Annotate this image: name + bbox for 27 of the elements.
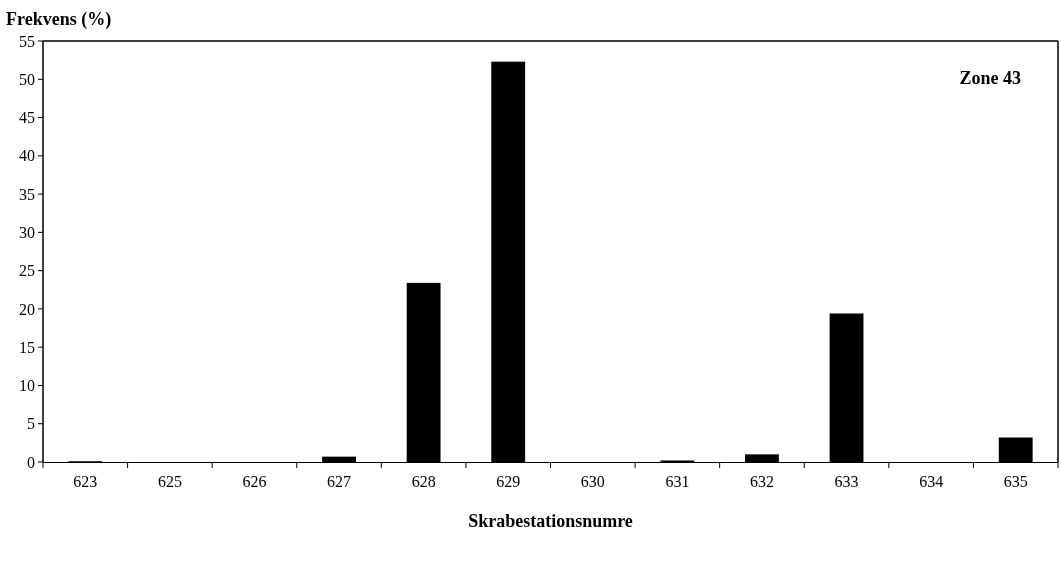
- x-tick-label: 629: [496, 473, 521, 490]
- y-tick-label: 45: [19, 109, 35, 127]
- y-tick-label: 30: [19, 223, 35, 241]
- annotation: Zone 43: [959, 68, 1021, 88]
- y-tick-label: 10: [19, 377, 35, 395]
- y-axis-title: Frekvens (%): [6, 9, 112, 30]
- y-tick-label: 35: [19, 185, 35, 203]
- y-tick-label: 15: [19, 338, 35, 356]
- x-tick-label: 627: [327, 473, 352, 490]
- y-tick-label: 55: [19, 32, 35, 50]
- x-tick-label: 634: [919, 473, 944, 490]
- y-tick-label: 5: [27, 415, 35, 433]
- x-tick-label: 632: [749, 473, 774, 490]
- y-tick-label: 20: [19, 300, 35, 318]
- x-axis-title: Skrabestationsnumre: [468, 511, 633, 531]
- x-tick-label: 633: [834, 473, 859, 490]
- x-tick-label: 635: [1003, 473, 1028, 490]
- x-tick-label: 631: [665, 473, 690, 490]
- x-tick-label: 626: [242, 473, 267, 490]
- y-tick-label: 25: [19, 262, 35, 280]
- y-tick-label: 50: [19, 70, 35, 88]
- y-tick-label: 40: [19, 147, 35, 165]
- x-tick-label: 625: [157, 473, 182, 490]
- x-tick-label: 630: [580, 473, 605, 490]
- y-tick-label: 0: [27, 453, 35, 471]
- x-tick-label: 623: [73, 473, 98, 490]
- x-tick-label: 628: [411, 473, 436, 490]
